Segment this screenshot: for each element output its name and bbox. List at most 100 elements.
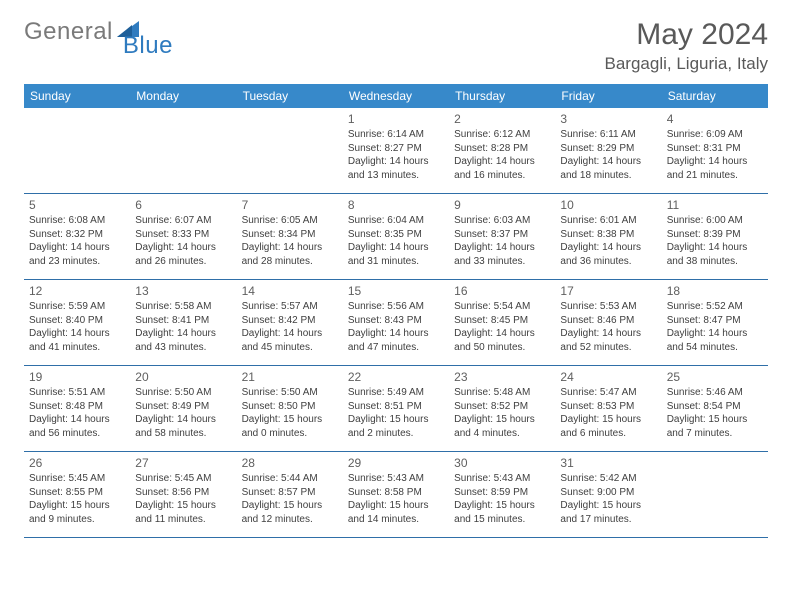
day-info: Sunrise: 5:45 AMSunset: 8:55 PMDaylight:… [29, 472, 125, 526]
calendar-cell: 19Sunrise: 5:51 AMSunset: 8:48 PMDayligh… [24, 366, 130, 452]
day-number: 30 [454, 456, 550, 470]
day-info: Sunrise: 6:03 AMSunset: 8:37 PMDaylight:… [454, 214, 550, 268]
calendar-cell: 13 Sunrise: 5:58 AMSunset: 8:41 PMDayligh… [130, 280, 236, 366]
calendar-cell-blank [130, 108, 236, 194]
day-number: 11 [667, 198, 763, 212]
day-info: Sunrise: 6:00 AMSunset: 8:39 PMDaylight:… [667, 214, 763, 268]
day-number: 4 [667, 112, 763, 126]
day-number: 27 [135, 456, 231, 470]
calendar-body: 1 Sunrise: 6:14 AMSunset: 8:27 PMDaylight… [24, 108, 768, 538]
calendar-cell-blank [237, 108, 343, 194]
day-info: Sunrise: 6:08 AMSunset: 8:32 PMDaylight:… [29, 214, 125, 268]
day-number: 31 [560, 456, 656, 470]
day-info: Sunrise: 5:44 AMSunset: 8:57 PMDaylight:… [242, 472, 338, 526]
day-number: 6 [135, 198, 231, 212]
calendar-cell: 11 Sunrise: 6:00 AMSunset: 8:39 PMDayligh… [662, 194, 768, 280]
day-info: Sunrise: 5:43 AMSunset: 8:58 PMDaylight:… [348, 472, 444, 526]
calendar-cell: 20 Sunrise: 5:50 AMSunset: 8:49 PMDayligh… [130, 366, 236, 452]
calendar-cell: 22 Sunrise: 5:49 AMSunset: 8:51 PMDayligh… [343, 366, 449, 452]
day-info: Sunrise: 5:58 AMSunset: 8:41 PMDaylight:… [135, 300, 231, 354]
day-number: 28 [242, 456, 338, 470]
calendar-cell: 29 Sunrise: 5:43 AMSunset: 8:58 PMDayligh… [343, 452, 449, 538]
day-info: Sunrise: 5:59 AMSunset: 8:40 PMDaylight:… [29, 300, 125, 354]
day-number: 12 [29, 284, 125, 298]
day-number: 13 [135, 284, 231, 298]
calendar-cell: 10 Sunrise: 6:01 AMSunset: 8:38 PMDayligh… [555, 194, 661, 280]
calendar-cell: 25Sunrise: 5:46 AMSunset: 8:54 PMDayligh… [662, 366, 768, 452]
day-info: Sunrise: 5:45 AMSunset: 8:56 PMDaylight:… [135, 472, 231, 526]
day-info: Sunrise: 6:07 AMSunset: 8:33 PMDaylight:… [135, 214, 231, 268]
header: General Blue May 2024 Bargagli, Liguria,… [24, 18, 768, 74]
title-location: Bargagli, Liguria, Italy [605, 54, 768, 74]
day-info: Sunrise: 5:50 AMSunset: 8:49 PMDaylight:… [135, 386, 231, 440]
day-info: Sunrise: 6:01 AMSunset: 8:38 PMDaylight:… [560, 214, 656, 268]
day-info: Sunrise: 6:05 AMSunset: 8:34 PMDaylight:… [242, 214, 338, 268]
day-number: 5 [29, 198, 125, 212]
day-info: Sunrise: 6:09 AMSunset: 8:31 PMDaylight:… [667, 128, 763, 182]
day-number: 3 [560, 112, 656, 126]
calendar-cell: 28 Sunrise: 5:44 AMSunset: 8:57 PMDayligh… [237, 452, 343, 538]
calendar-cell: 16 Sunrise: 5:54 AMSunset: 8:45 PMDayligh… [449, 280, 555, 366]
day-info: Sunrise: 5:56 AMSunset: 8:43 PMDaylight:… [348, 300, 444, 354]
day-info: Sunrise: 5:52 AMSunset: 8:47 PMDaylight:… [667, 300, 763, 354]
logo-text-general: General [24, 18, 113, 46]
day-number: 9 [454, 198, 550, 212]
day-info: Sunrise: 5:42 AMSunset: 9:00 PMDaylight:… [560, 472, 656, 526]
day-number: 23 [454, 370, 550, 384]
weekday-header: Wednesday [343, 84, 449, 108]
calendar-cell: 21Sunrise: 5:50 AMSunset: 8:50 PMDayligh… [237, 366, 343, 452]
calendar-cell: 4 Sunrise: 6:09 AMSunset: 8:31 PMDaylight… [662, 108, 768, 194]
calendar-cell: 27 Sunrise: 5:45 AMSunset: 8:56 PMDayligh… [130, 452, 236, 538]
calendar-cell: 12 Sunrise: 5:59 AMSunset: 8:40 PMDayligh… [24, 280, 130, 366]
weekday-header: Thursday [449, 84, 555, 108]
title-month: May 2024 [605, 18, 768, 52]
logo: General Blue [24, 18, 173, 46]
day-info: Sunrise: 6:14 AMSunset: 8:27 PMDaylight:… [348, 128, 444, 182]
calendar-cell: 6 Sunrise: 6:07 AMSunset: 8:33 PMDaylight… [130, 194, 236, 280]
day-number: 7 [242, 198, 338, 212]
day-number: 1 [348, 112, 444, 126]
weekday-header: Saturday [662, 84, 768, 108]
weekday-header: Monday [130, 84, 236, 108]
title-block: May 2024 Bargagli, Liguria, Italy [605, 18, 768, 74]
calendar-cell-blank [662, 452, 768, 538]
day-number: 10 [560, 198, 656, 212]
calendar-cell: 17 Sunrise: 5:53 AMSunset: 8:46 PMDayligh… [555, 280, 661, 366]
day-number: 29 [348, 456, 444, 470]
weekday-header: Tuesday [237, 84, 343, 108]
calendar-cell: 5 Sunrise: 6:08 AMSunset: 8:32 PMDaylight… [24, 194, 130, 280]
calendar-cell: 26 Sunrise: 5:45 AMSunset: 8:55 PMDayligh… [24, 452, 130, 538]
day-info: Sunrise: 5:49 AMSunset: 8:51 PMDaylight:… [348, 386, 444, 440]
day-number: 19 [29, 370, 125, 384]
day-number: 16 [454, 284, 550, 298]
day-info: Sunrise: 5:43 AMSunset: 8:59 PMDaylight:… [454, 472, 550, 526]
calendar: SundayMondayTuesdayWednesdayThursdayFrid… [24, 84, 768, 538]
day-info: Sunrise: 6:12 AMSunset: 8:28 PMDaylight:… [454, 128, 550, 182]
calendar-cell: 31 Sunrise: 5:42 AMSunset: 9:00 PMDayligh… [555, 452, 661, 538]
day-number: 24 [560, 370, 656, 384]
calendar-cell: 3 Sunrise: 6:11 AMSunset: 8:29 PMDaylight… [555, 108, 661, 194]
day-number: 20 [135, 370, 231, 384]
day-number: 2 [454, 112, 550, 126]
day-number: 22 [348, 370, 444, 384]
calendar-cell: 14 Sunrise: 5:57 AMSunset: 8:42 PMDayligh… [237, 280, 343, 366]
day-number: 14 [242, 284, 338, 298]
day-info: Sunrise: 5:53 AMSunset: 8:46 PMDaylight:… [560, 300, 656, 354]
day-number: 18 [667, 284, 763, 298]
day-info: Sunrise: 6:11 AMSunset: 8:29 PMDaylight:… [560, 128, 656, 182]
logo-text-blue: Blue [123, 32, 173, 60]
day-number: 25 [667, 370, 763, 384]
calendar-cell: 2 Sunrise: 6:12 AMSunset: 8:28 PMDaylight… [449, 108, 555, 194]
calendar-cell: 18 Sunrise: 5:52 AMSunset: 8:47 PMDayligh… [662, 280, 768, 366]
day-info: Sunrise: 5:54 AMSunset: 8:45 PMDaylight:… [454, 300, 550, 354]
calendar-cell-blank [24, 108, 130, 194]
calendar-cell: 30 Sunrise: 5:43 AMSunset: 8:59 PMDayligh… [449, 452, 555, 538]
calendar-cell: 9 Sunrise: 6:03 AMSunset: 8:37 PMDaylight… [449, 194, 555, 280]
day-number: 15 [348, 284, 444, 298]
day-info: Sunrise: 5:48 AMSunset: 8:52 PMDaylight:… [454, 386, 550, 440]
day-number: 26 [29, 456, 125, 470]
calendar-cell: 1 Sunrise: 6:14 AMSunset: 8:27 PMDaylight… [343, 108, 449, 194]
day-info: Sunrise: 5:57 AMSunset: 8:42 PMDaylight:… [242, 300, 338, 354]
calendar-cell: 24Sunrise: 5:47 AMSunset: 8:53 PMDayligh… [555, 366, 661, 452]
day-number: 17 [560, 284, 656, 298]
